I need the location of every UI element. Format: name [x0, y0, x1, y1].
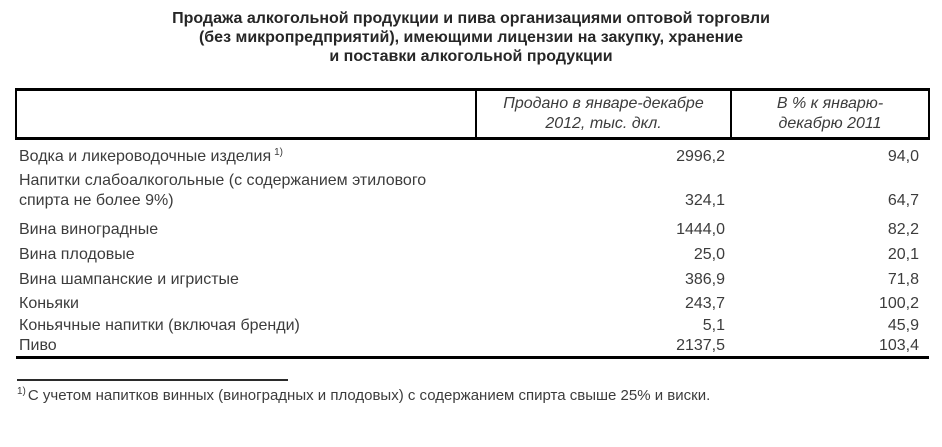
header-sold-line-2: 2012, тыс. дкл.	[545, 115, 662, 132]
percent-value: 71,8	[887, 271, 919, 288]
product-label: Вина виноградные	[19, 221, 159, 238]
header-percent-cell: В % к январю- декабрю 2011	[730, 88, 930, 140]
table-row: Коньячные напитки (включая бренди) 5,1 4…	[16, 314, 929, 336]
header-percent-line-2: декабрю 2011	[778, 115, 882, 132]
sold-value: 386,9	[684, 271, 725, 288]
footnote-separator	[17, 379, 288, 381]
table-row: Напитки слабоалкогольные (с содержанием …	[16, 167, 929, 211]
percent-value: 103,4	[731, 336, 929, 359]
table-row: Вина шампанские и игристые 386,9 71,8	[16, 265, 929, 290]
percent-value: 45,9	[887, 317, 919, 334]
product-label: Пиво	[16, 336, 476, 359]
title-line-2: (без микропредприятий), имеющими лицензи…	[198, 29, 744, 46]
sold-value: 243,7	[684, 295, 725, 312]
percent-value: 64,7	[887, 192, 919, 209]
product-label: Вина шампанские и игристые	[19, 271, 239, 288]
footnote: 1) С учетом напитков винных (виноградных …	[17, 387, 710, 405]
table-row: Водка и ликероводочные изделия 1) 2996,2 …	[16, 139, 929, 168]
sold-value: 2137,5	[476, 336, 731, 359]
header-percent-line-1: В % к январю-	[776, 95, 884, 112]
sold-value: 1444,0	[676, 221, 725, 238]
footnote-marker: 1)	[274, 146, 284, 158]
sold-value: 324,1	[684, 192, 725, 209]
header-sold-cell: Продано в январе-декабре 2012, тыс. дкл.	[475, 88, 732, 140]
product-label: Напитки слабоалкогольные (с содержанием …	[19, 172, 427, 209]
title-line-1: Продажа алкогольной продукции и пива орг…	[172, 10, 770, 27]
product-label: Вина плодовые	[19, 246, 135, 263]
percent-value: 94,0	[887, 148, 919, 165]
sold-value: 25,0	[693, 246, 725, 263]
header-product-cell	[15, 88, 477, 140]
sold-value: 2996,2	[676, 148, 725, 165]
title-line-3: и поставки алкогольной продукции	[329, 48, 613, 65]
table-row: Вина плодовые 25,0 20,1	[16, 240, 929, 265]
percent-value: 20,1	[887, 246, 919, 263]
sold-value: 5,1	[702, 317, 725, 334]
sales-table: Продано в январе-декабре 2012, тыс. дкл.…	[15, 88, 930, 359]
product-label: Коньячные напитки (включая бренди)	[19, 317, 300, 334]
table-row: Пиво 2137,5 103,4	[16, 336, 929, 359]
product-label: Коньяки	[19, 295, 79, 312]
table-row: Вина виноградные 1444,0 82,2	[16, 211, 929, 240]
footnote-text: С учетом напитков винных (виноградных и …	[27, 387, 711, 404]
percent-value: 82,2	[887, 221, 919, 238]
header-row: Продано в январе-декабре 2012, тыс. дкл.…	[15, 88, 930, 140]
report-title: Продажа алкогольной продукции и пива орг…	[0, 0, 942, 66]
footnote-marker: 1)	[17, 386, 26, 397]
table-row: Коньяки 243,7 100,2	[16, 290, 929, 314]
product-label: Водка и ликероводочные изделия 1)	[19, 146, 284, 165]
header-sold-line-1: Продано в январе-декабре	[503, 95, 704, 112]
percent-value: 100,2	[878, 295, 919, 312]
